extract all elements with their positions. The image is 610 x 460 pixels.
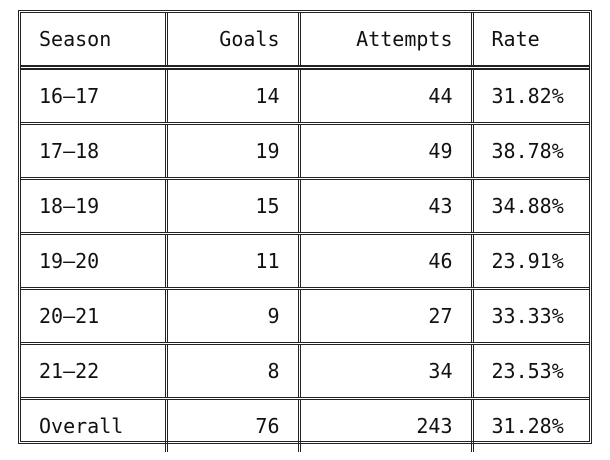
cell-attempts: 34 [297, 343, 472, 400]
stats-table: Season Goals Attempts Rate 16–17 14 44 3… [21, 13, 589, 452]
cell-rate: 34.88% [470, 178, 589, 235]
table-row: 20–21 9 27 33.33% [21, 288, 589, 345]
cell-goals: 11 [164, 233, 299, 290]
cell-season: 19–20 [21, 233, 166, 290]
header-season: Season [21, 13, 166, 70]
cell-attempts: 43 [297, 178, 472, 235]
stats-table-container: Season Goals Attempts Rate 16–17 14 44 3… [18, 10, 592, 452]
cell-rate: 33.33% [470, 288, 589, 345]
cell-rate: 38.78% [470, 123, 589, 180]
cell-attempts: 46 [297, 233, 472, 290]
cell-rate: 23.53% [470, 343, 589, 400]
cell-season: 16–17 [21, 67, 166, 125]
cell-season: 17–18 [21, 123, 166, 180]
cell-goals: 14 [164, 67, 299, 125]
cell-season: 18–19 [21, 178, 166, 235]
header-rate: Rate [470, 13, 589, 70]
cell-attempts: 243 [297, 398, 472, 452]
table-header: Season Goals Attempts Rate [21, 13, 589, 70]
cell-goals: 15 [164, 178, 299, 235]
cell-rate: 31.28% [470, 398, 589, 452]
cell-goals: 8 [164, 343, 299, 400]
table-row: 17–18 19 49 38.78% [21, 123, 589, 180]
header-row: Season Goals Attempts Rate [21, 13, 589, 70]
cell-goals: 19 [164, 123, 299, 180]
cell-rate: 31.82% [470, 67, 589, 125]
cell-goals: 76 [164, 398, 299, 452]
cell-attempts: 49 [297, 123, 472, 180]
table-row: 21–22 8 34 23.53% [21, 343, 589, 400]
cell-season: Overall [39, 414, 124, 438]
cell-attempts: 27 [297, 288, 472, 345]
table-row: 18–19 15 43 34.88% [21, 178, 589, 235]
cell-season: 21–22 [21, 343, 166, 400]
table-row: 16–17 14 44 31.82% [21, 67, 589, 125]
table-row: 19–20 11 46 23.91% [21, 233, 589, 290]
table-body: 16–17 14 44 31.82% 17–18 19 49 38.78% 18… [21, 67, 589, 452]
cell-season: 20–21 [21, 288, 166, 345]
table-row-overall: Overall 76 243 31.28% [21, 398, 589, 452]
header-goals: Goals [164, 13, 299, 70]
header-attempts: Attempts [297, 13, 472, 70]
cell-goals: 9 [164, 288, 299, 345]
cell-rate: 23.91% [470, 233, 589, 290]
cell-attempts: 44 [297, 67, 472, 125]
